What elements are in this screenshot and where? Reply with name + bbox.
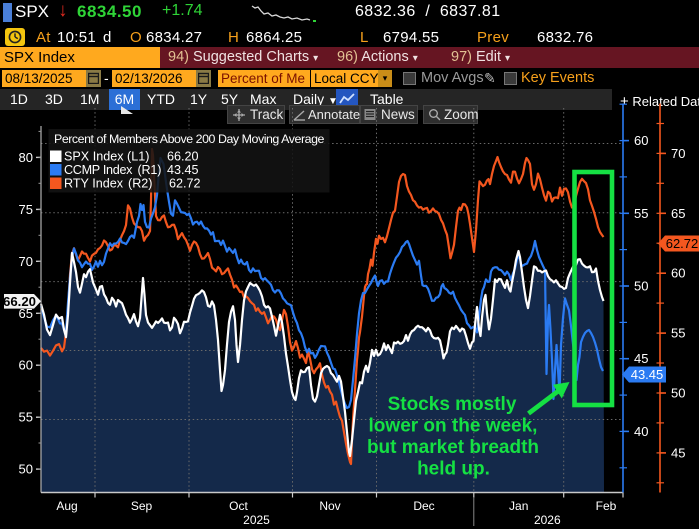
svg-text:43.45: 43.45 [631,367,664,382]
svg-text:60: 60 [671,266,685,281]
svg-text:lower on the week,: lower on the week, [369,416,538,437]
svg-text:Aug: Aug [56,499,77,513]
svg-text:2025: 2025 [243,513,270,527]
svg-text:SPX Index: SPX Index [64,150,124,164]
svg-text:Percent of Members Above 200 D: Percent of Members Above 200 Day Moving … [54,132,325,146]
svg-text:70: 70 [671,146,685,161]
svg-text:43.45: 43.45 [167,163,199,177]
svg-text:66.20: 66.20 [167,150,199,164]
svg-text:62.72: 62.72 [666,236,699,251]
svg-text:65: 65 [671,206,685,221]
svg-text:65: 65 [19,306,33,321]
svg-text:Dec: Dec [413,499,434,513]
svg-text:50: 50 [634,279,648,294]
svg-text:Oct: Oct [229,499,248,513]
svg-text:62.72: 62.72 [169,177,201,191]
svg-text:Nov: Nov [319,499,340,513]
svg-text:50: 50 [671,386,685,401]
svg-text:(L1): (L1) [127,150,149,164]
svg-text:(R2): (R2) [128,177,153,191]
svg-text:55: 55 [634,206,648,221]
svg-text:Sep: Sep [131,499,153,513]
svg-text:RTY Index: RTY Index [64,177,124,191]
svg-text:60: 60 [19,358,33,373]
svg-text:Stocks mostly: Stocks mostly [388,394,517,415]
svg-text:45: 45 [671,445,685,460]
svg-text:60: 60 [634,133,648,148]
svg-text:CCMP Index: CCMP Index [64,163,133,177]
svg-text:(R1): (R1) [138,163,162,177]
svg-text:2026: 2026 [534,513,561,527]
svg-text:70: 70 [19,254,33,269]
svg-text:45: 45 [634,351,648,366]
svg-text:Jan: Jan [509,499,528,513]
svg-text:55: 55 [671,326,685,341]
svg-text:held up.: held up. [417,459,490,480]
svg-text:55: 55 [19,410,33,425]
svg-text:Feb: Feb [596,499,617,513]
svg-text:80: 80 [19,150,33,165]
svg-text:50: 50 [19,462,33,477]
svg-text:75: 75 [19,202,33,217]
svg-text:66.20: 66.20 [3,294,36,309]
svg-text:but market breadth: but market breadth [367,437,539,458]
svg-text:40: 40 [634,424,648,439]
